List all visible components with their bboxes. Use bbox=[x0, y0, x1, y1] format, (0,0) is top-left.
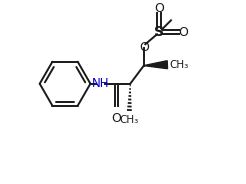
Text: O: O bbox=[154, 2, 164, 15]
Text: O: O bbox=[139, 41, 149, 54]
Text: O: O bbox=[178, 26, 188, 39]
Text: S: S bbox=[154, 25, 164, 39]
Text: CH₃: CH₃ bbox=[120, 115, 139, 125]
Text: O: O bbox=[112, 112, 122, 125]
Text: CH₃: CH₃ bbox=[169, 60, 189, 70]
Polygon shape bbox=[144, 61, 168, 69]
Text: NH: NH bbox=[92, 77, 109, 90]
